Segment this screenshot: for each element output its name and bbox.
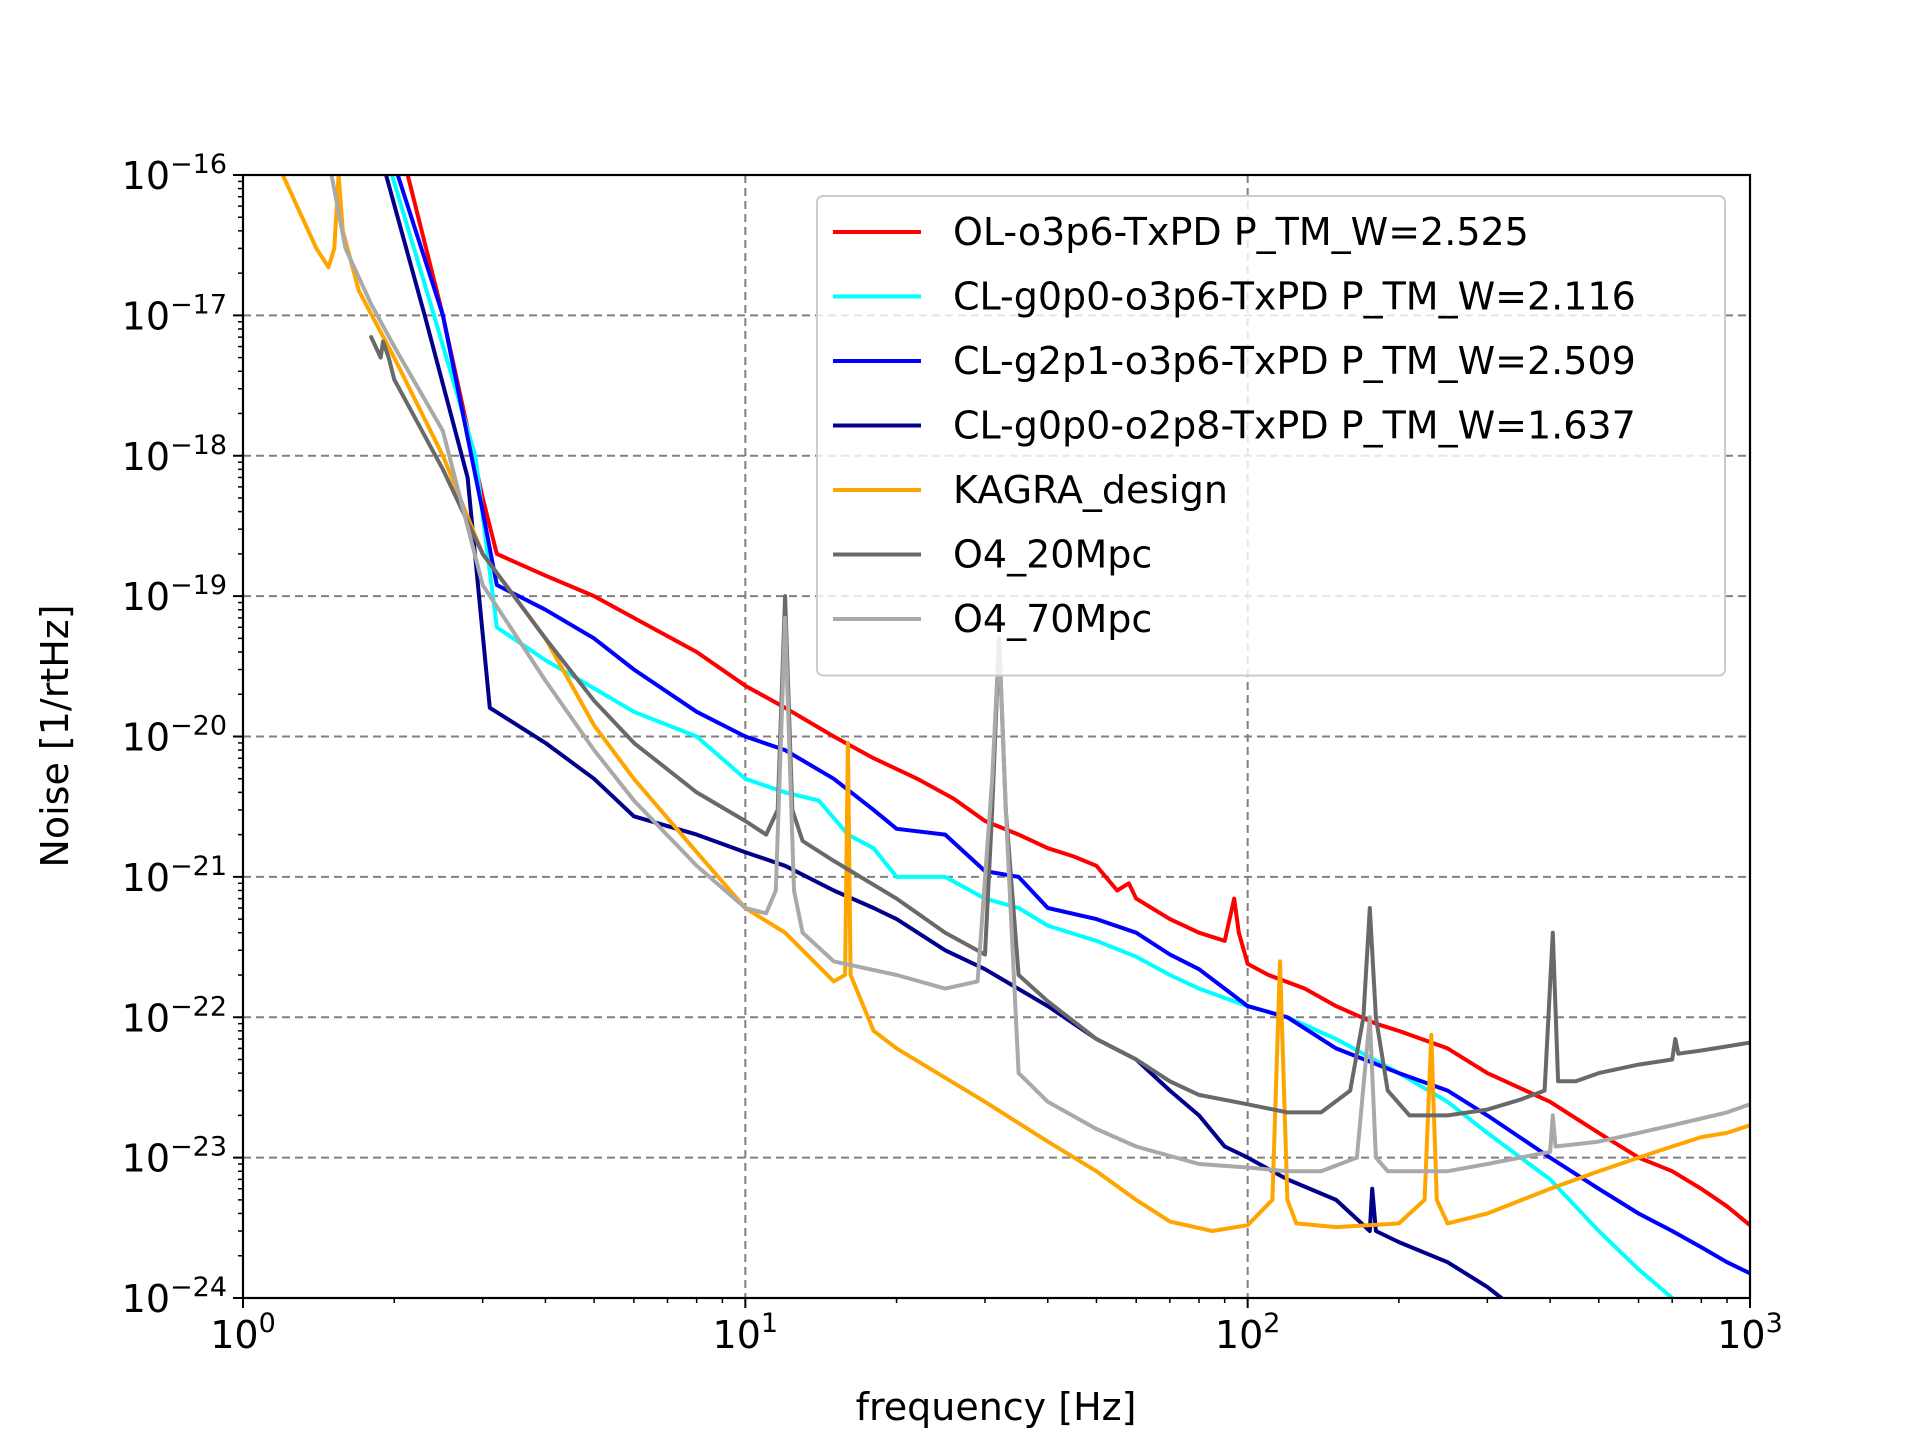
y-tick-label: 10−17 (122, 289, 227, 338)
legend: OL-o3p6-TxPD P_TM_W=2.525 CL-g0p0-o3p6-Tx… (816, 195, 1726, 677)
y-tick-label: 10−20 (122, 711, 227, 760)
series-line-6 (369, 335, 1750, 1118)
legend-entry-label: CL-g2p1-o3p6-TxPD P_TM_W=2.509 (953, 339, 1636, 383)
legend-entry-label: O4_20Mpc (953, 533, 1152, 577)
axis-ticks: 100 101 102 103 10−16 10−17 10−18 10−19 10−20 10−… (122, 149, 1783, 1357)
y-axis-label: Noise [1/rtHz] (33, 604, 77, 867)
y-tick-label: 10−16 (122, 149, 227, 198)
y-tick-label: 10−19 (122, 570, 227, 619)
legend-entry-label: CL-g0p0-o3p6-TxPD P_TM_W=2.116 (953, 275, 1636, 319)
x-axis-label: frequency [Hz] (856, 1385, 1137, 1429)
series-line-4 (383, 175, 1504, 1298)
series-line-1 (405, 175, 1750, 1228)
legend-entry-label: O4_70Mpc (953, 597, 1152, 641)
y-tick-label: 10−22 (122, 991, 227, 1040)
legend-entry-label: CL-g0p0-o2p8-TxPD P_TM_W=1.637 (953, 404, 1636, 448)
y-tick-label: 10−18 (122, 430, 227, 479)
series-line-5 (280, 175, 1750, 1233)
y-tick-label: 10−24 (122, 1272, 227, 1321)
series-line-7 (329, 175, 1750, 1174)
series-line-2 (389, 175, 1675, 1298)
series-line-3 (395, 175, 1750, 1276)
legend-entry-label: KAGRA_design (953, 468, 1228, 512)
x-tick-label: 102 (1215, 1308, 1281, 1357)
y-tick-label: 10−21 (122, 851, 227, 900)
legend-entry-label: OL-o3p6-TxPD P_TM_W=2.525 (953, 210, 1529, 254)
series-lines (280, 175, 1750, 1298)
y-tick-label: 10−23 (122, 1132, 227, 1181)
x-tick-label: 101 (713, 1308, 779, 1357)
x-tick-label: 100 (210, 1308, 276, 1357)
x-tick-label: 103 (1717, 1308, 1783, 1357)
legend-box (816, 195, 1726, 677)
